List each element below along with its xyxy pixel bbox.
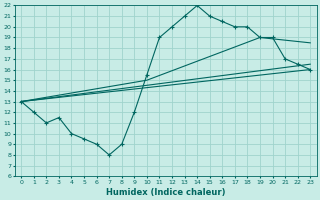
X-axis label: Humidex (Indice chaleur): Humidex (Indice chaleur) xyxy=(106,188,226,197)
